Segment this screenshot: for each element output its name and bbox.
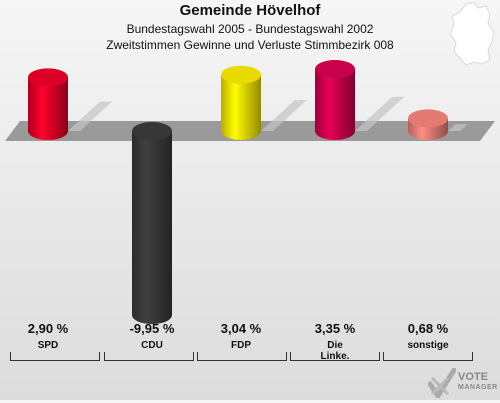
checkmark-icon xyxy=(427,367,457,401)
bar-sonstige xyxy=(408,109,448,140)
data-label: 3,04 % xyxy=(220,321,262,336)
category-label: FDP xyxy=(231,340,251,351)
bar-shadow xyxy=(68,101,113,131)
category-bracket xyxy=(10,352,100,361)
category-bracket xyxy=(290,352,380,361)
bar-cdu xyxy=(132,122,172,325)
chart-subtitle-2: Zweitstimmen Gewinne und Verluste Stimmb… xyxy=(106,38,394,52)
category-label: SPD xyxy=(37,340,59,351)
bar-die-linke xyxy=(315,60,355,140)
germany-map-icon xyxy=(449,2,495,66)
category-bracket xyxy=(104,352,194,361)
chart-subtitle: Bundestagswahl 2005 - Bundestagswahl 200… xyxy=(126,22,374,36)
bar-spd xyxy=(28,68,68,140)
data-label: 2,90 % xyxy=(27,321,69,336)
bar-shadow xyxy=(448,124,468,131)
bar-shadow xyxy=(355,96,405,131)
chart-title: Gemeinde Hövelhof xyxy=(179,2,321,19)
category-bracket xyxy=(197,352,287,361)
category-label: CDU xyxy=(141,340,163,351)
category-label: sonstige xyxy=(407,340,449,351)
category-bracket xyxy=(383,352,473,361)
data-label: -9,95 % xyxy=(129,321,175,336)
category-label: Die Linke. xyxy=(320,340,350,362)
bar-shadow xyxy=(261,100,307,131)
logo-subtext: MANAGER xyxy=(458,384,498,391)
data-label: 3,35 % xyxy=(314,321,356,336)
data-label: 0,68 % xyxy=(407,321,449,336)
bar-fdp xyxy=(221,65,261,140)
vote-manager-logo: VOTE MANAGER xyxy=(427,367,500,401)
logo-text: VOTE xyxy=(458,371,488,383)
